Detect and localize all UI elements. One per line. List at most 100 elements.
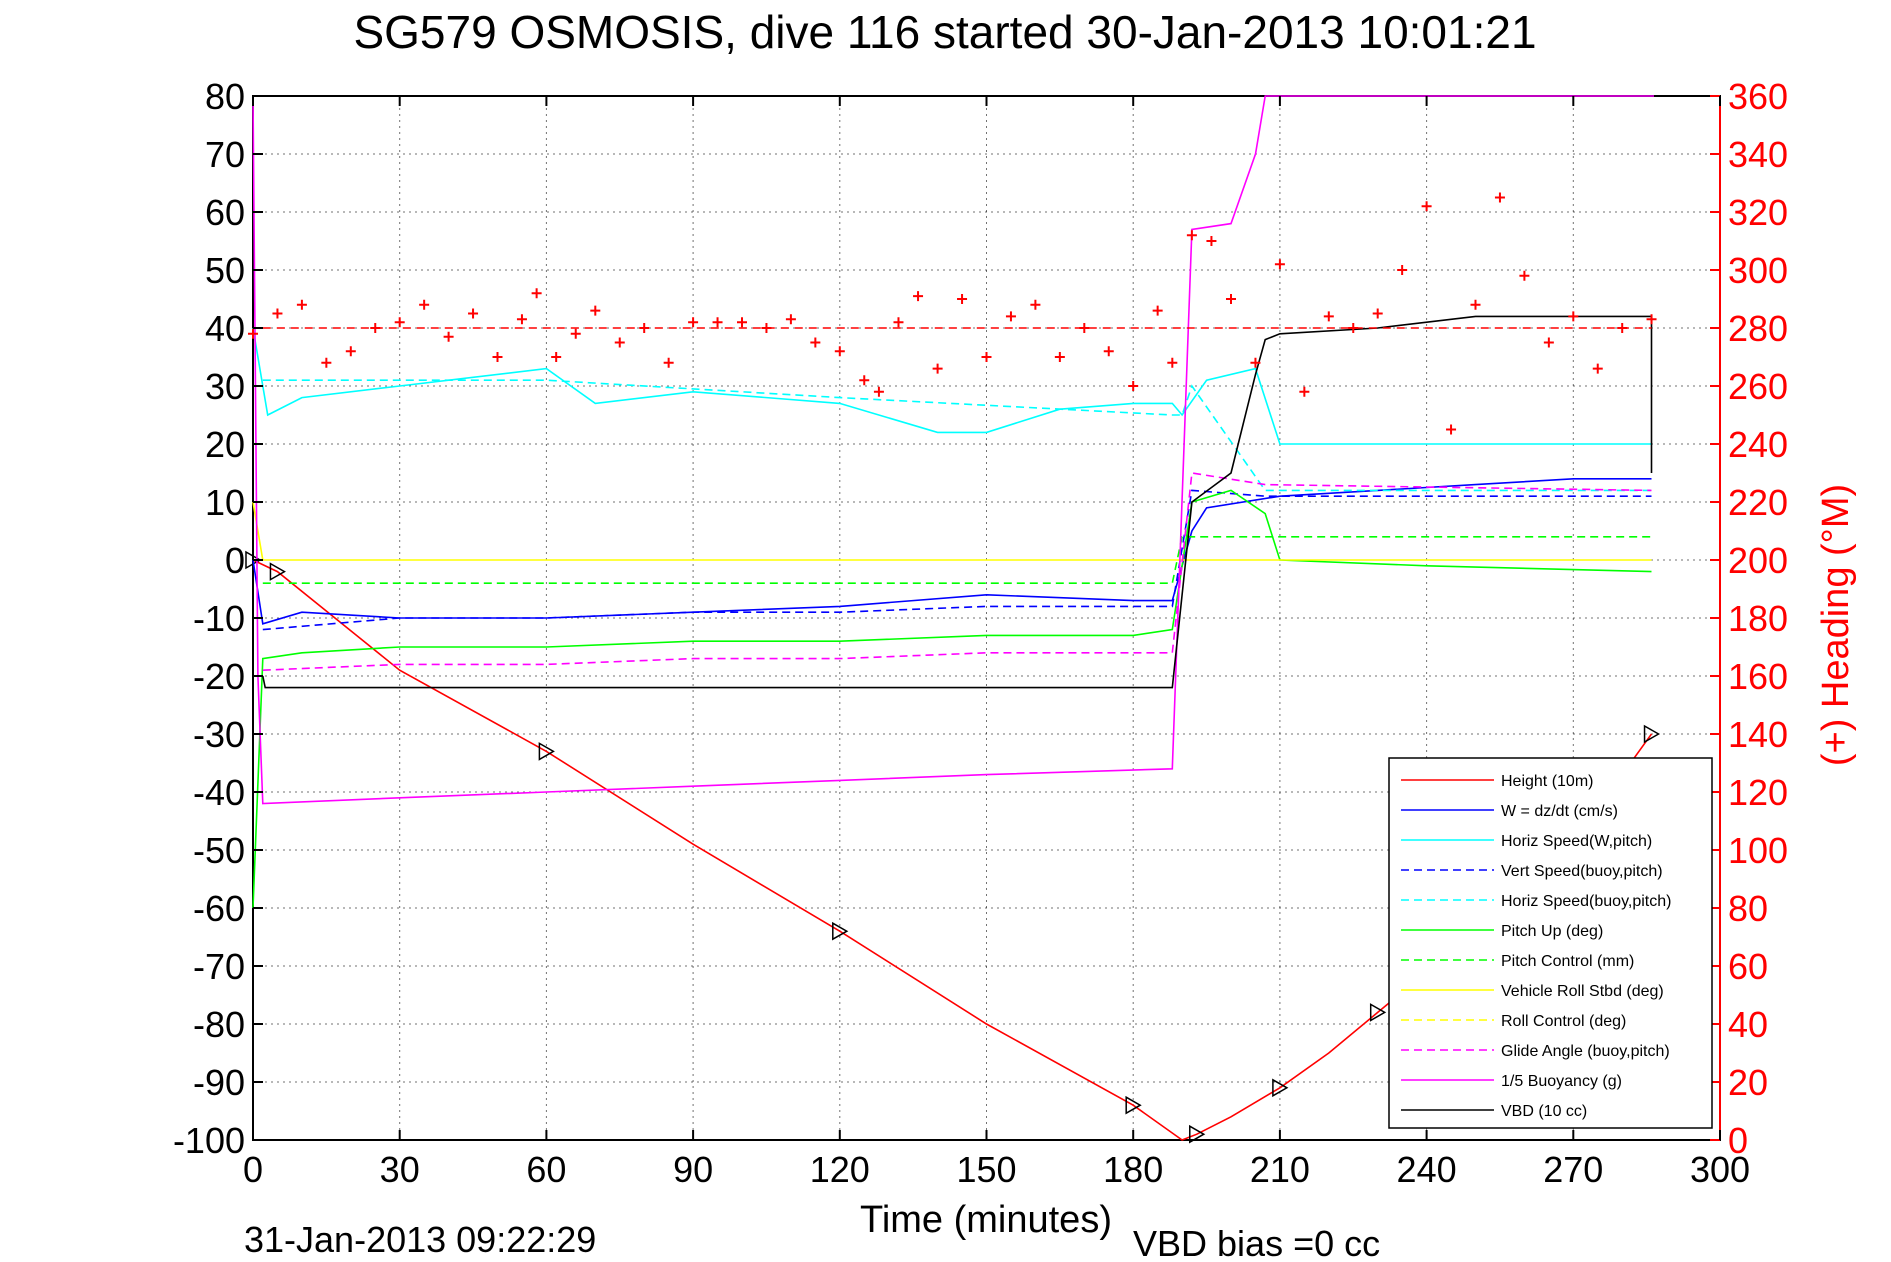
heading-marker xyxy=(1592,363,1603,374)
y-tick-label: 30 xyxy=(205,366,245,407)
y-tick-label: -90 xyxy=(193,1062,245,1103)
depth-marker xyxy=(1189,1124,1206,1144)
heading-marker xyxy=(272,308,283,319)
heading-marker xyxy=(1005,311,1016,322)
heading-marker xyxy=(590,305,601,316)
grid xyxy=(253,96,1720,1140)
heading-marker xyxy=(834,346,845,357)
heading-marker xyxy=(1030,299,1041,310)
heading-marker xyxy=(1226,294,1236,304)
heading-marker xyxy=(957,294,968,304)
footer-date: 31-Jan-2013 09:22:29 xyxy=(244,1219,596,1260)
series-line-vert xyxy=(262,489,1652,631)
heading-marker xyxy=(688,317,699,328)
series-line-horiz xyxy=(252,327,1652,445)
y-tick-label: 20 xyxy=(205,424,245,465)
y-tick-label: -100 xyxy=(173,1120,245,1161)
y-tick-label: -40 xyxy=(193,772,245,813)
y2-tick-label: 0 xyxy=(1728,1120,1748,1161)
y2-tick-label: 20 xyxy=(1728,1062,1768,1103)
right-y-axis-label: (+) Heading (°M) xyxy=(1815,484,1857,766)
legend-item-label: Roll Control (deg) xyxy=(1501,1013,1626,1030)
y-tick-label: 50 xyxy=(205,250,245,291)
heading-marker xyxy=(1646,314,1657,325)
depth-marker xyxy=(1643,724,1661,744)
heading-marker xyxy=(551,352,562,362)
x-tick-label: 60 xyxy=(526,1149,566,1190)
series-line-vbd xyxy=(262,315,1653,689)
heading-marker xyxy=(492,352,503,362)
heading-marker xyxy=(394,317,405,328)
legend-item-label: VBD (10 cc) xyxy=(1501,1103,1587,1120)
legend-item-label: W = dz/dt (cm/s) xyxy=(1501,803,1618,820)
y2-tick-label: 120 xyxy=(1728,772,1788,813)
legend-item-label: Horiz Speed(buoy,pitch) xyxy=(1501,893,1671,910)
y-tick-label: -10 xyxy=(193,598,245,639)
heading-marker xyxy=(873,386,884,397)
series-line-horizbuoy xyxy=(262,379,1652,492)
heading-marker xyxy=(248,328,258,339)
y2-tick-label: 80 xyxy=(1728,888,1768,929)
series-line-roll xyxy=(252,501,1652,561)
legend-item-label: Height (10m) xyxy=(1501,773,1593,790)
heading-marker xyxy=(1054,352,1065,362)
heading-marker xyxy=(345,346,356,357)
heading-marker xyxy=(1323,311,1334,322)
y2-tick-label: 200 xyxy=(1728,540,1788,581)
heading-marker xyxy=(1079,323,1090,333)
y-tick-label: 80 xyxy=(205,76,245,117)
heading-marker xyxy=(859,375,870,386)
heading-marker xyxy=(1372,308,1383,319)
heading-marker xyxy=(321,357,332,368)
y-tick-label: -70 xyxy=(193,946,245,987)
heading-marker xyxy=(614,337,625,348)
y-tick-label: -20 xyxy=(193,656,245,697)
heading-marker xyxy=(761,323,772,333)
x-tick-label: 270 xyxy=(1543,1149,1603,1190)
series-line-buoy xyxy=(252,95,1654,805)
heading-marker xyxy=(516,314,527,325)
y2-tick-label: 220 xyxy=(1728,482,1788,523)
heading-marker xyxy=(639,323,650,333)
series-line-w xyxy=(252,478,1652,625)
depth-marker xyxy=(832,921,849,941)
heading-marker xyxy=(1103,346,1114,357)
heading-marker xyxy=(663,357,674,368)
x-tick-label: 150 xyxy=(956,1149,1016,1190)
heading-marker xyxy=(785,314,796,325)
legend-item-label: Vehicle Roll Stbd (deg) xyxy=(1501,983,1664,1000)
x-tick-label: 180 xyxy=(1103,1149,1163,1190)
x-tick-label: 90 xyxy=(673,1149,713,1190)
heading-marker xyxy=(913,291,924,302)
y-tick-label: 40 xyxy=(205,308,245,349)
heading-marker xyxy=(1299,386,1310,397)
heading-marker xyxy=(296,299,307,310)
x-tick-label: 210 xyxy=(1250,1149,1310,1190)
y2-tick-label: 40 xyxy=(1728,1004,1768,1045)
heading-marker xyxy=(1421,201,1432,212)
heading-marker xyxy=(1206,236,1217,246)
depth-marker xyxy=(1125,1095,1142,1115)
y2-tick-label: 340 xyxy=(1728,134,1788,175)
heading-marker xyxy=(370,323,381,333)
heading-marker xyxy=(810,337,821,348)
heading-marker xyxy=(737,317,747,328)
y2-tick-label: 140 xyxy=(1728,714,1788,755)
x-tick-label: 30 xyxy=(380,1149,420,1190)
heading-marker xyxy=(981,352,992,362)
y2-tick-label: 180 xyxy=(1728,598,1788,639)
heading-marker xyxy=(712,317,723,328)
y-tick-label: -80 xyxy=(193,1004,245,1045)
y-tick-label: -60 xyxy=(193,888,245,929)
y2-tick-label: 60 xyxy=(1728,946,1768,987)
heading-marker xyxy=(1348,323,1359,333)
legend: Height (10m) W = dz/dt (cm/s) Horiz Speed(… xyxy=(1388,757,1713,1129)
depth-marker xyxy=(1369,1003,1387,1022)
series-layer xyxy=(245,95,1661,1144)
heading-marker xyxy=(1128,381,1139,391)
heading-marker xyxy=(1470,299,1481,310)
heading-marker xyxy=(419,299,430,310)
x-tick-label: 300 xyxy=(1690,1149,1750,1190)
legend-item-label: Glide Angle (buoy,pitch) xyxy=(1501,1043,1670,1060)
